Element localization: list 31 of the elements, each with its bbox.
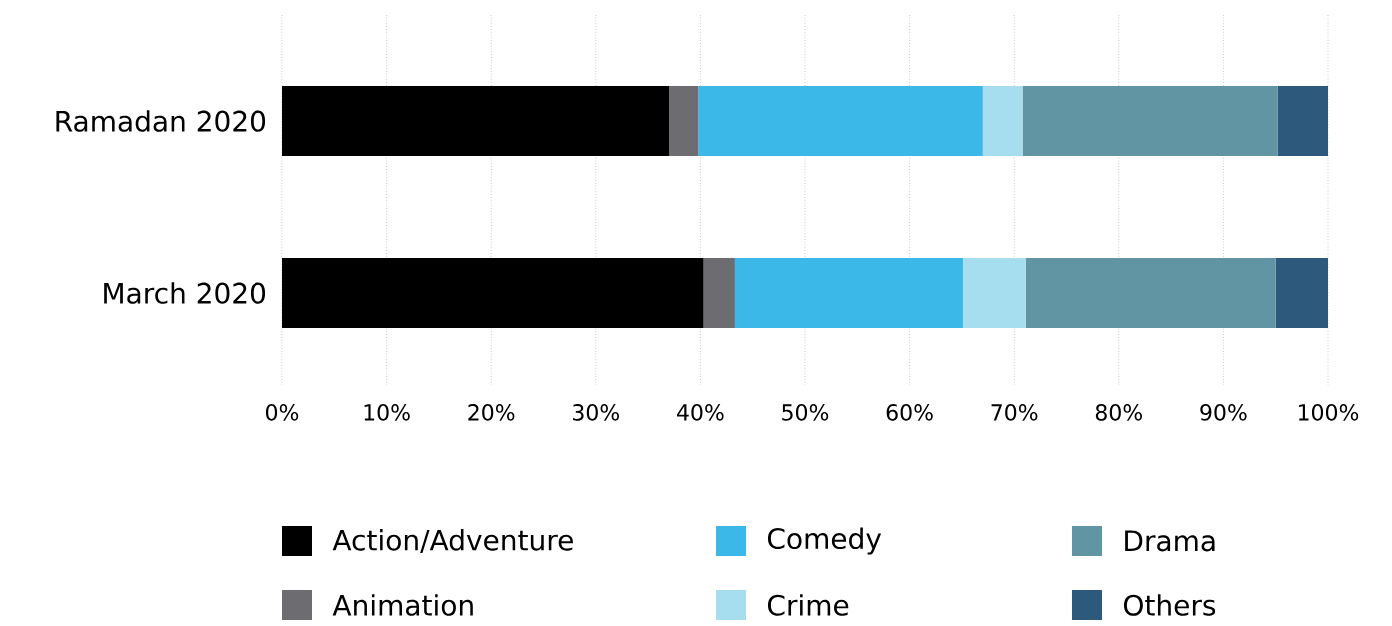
bar: [1022, 85, 1278, 156]
legend-label: Drama: [1125, 530, 1215, 552]
legend-label: Crime: [767, 594, 849, 616]
legend-label: Comedy: [767, 527, 882, 555]
bar: [703, 257, 735, 328]
legend-label: Animation: [332, 594, 473, 616]
x-tick-label: 50%: [782, 404, 829, 421]
x-tick-label: 60%: [886, 404, 933, 421]
bar: [1277, 85, 1328, 156]
bar: [282, 85, 670, 156]
x-tick-label: 90%: [1200, 404, 1247, 421]
x-tick-label: 70%: [991, 404, 1038, 421]
x-tick-label: 100%: [1298, 404, 1359, 421]
x-tick-label: 10%: [364, 404, 410, 421]
x-tick-label: 0%: [266, 404, 299, 421]
legend-label: Action/Adventure: [332, 529, 573, 553]
bar: [1025, 257, 1276, 328]
y-tick-label: March 2020: [104, 282, 266, 304]
bar: [982, 85, 1023, 156]
x-tick-label: 80%: [1095, 404, 1142, 421]
bar: [698, 85, 983, 156]
legend-label: Others: [1123, 594, 1216, 616]
bar: [669, 85, 699, 156]
bar: [962, 257, 1026, 328]
bar: [282, 257, 704, 328]
x-tick-label: 30%: [573, 404, 620, 421]
x-tick-label: 20%: [468, 404, 515, 421]
y-tick-label: Ramadan 2020: [56, 110, 266, 132]
bar: [734, 257, 963, 328]
bar: [1275, 257, 1328, 328]
x-tick-label: 40%: [677, 404, 724, 421]
